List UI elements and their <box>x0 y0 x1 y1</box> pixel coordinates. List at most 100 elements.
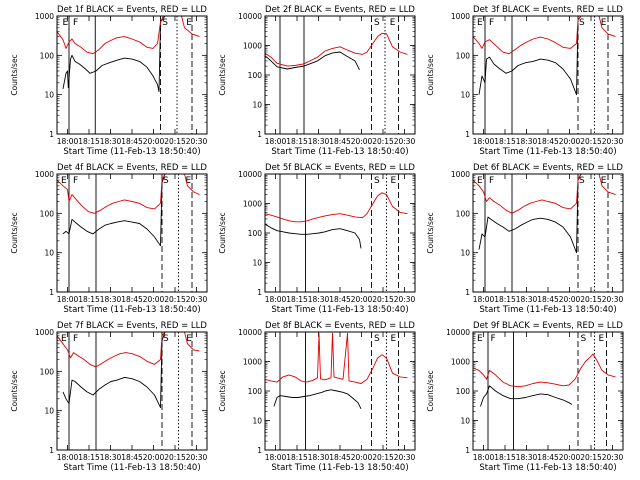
chart-8-title: Det 8f BLACK = Events, RED = LLD <box>265 321 415 331</box>
chart-8-xtick-label: 18:15 <box>286 453 308 462</box>
chart-3-xtick-label: 18:30 <box>516 137 538 146</box>
chart-3-panel: Det 3f BLACK = Events, RED = LLD Counts/s… <box>426 5 624 157</box>
chart-6-xtick-label: 20:00 <box>559 295 581 304</box>
chart-6-plot-frame <box>472 173 624 293</box>
chart-8-panel: Det 8f BLACK = Events, RED = LLD Counts/s… <box>218 321 416 473</box>
chart-1-xtick-label: 18:45 <box>121 137 143 146</box>
chart-4-plot-frame <box>56 173 208 293</box>
chart-4-title: Det 4f BLACK = Events, RED = LLD <box>57 163 207 173</box>
chart-6-xlabel: Start Time (11-Feb-13 18:50:40) <box>479 305 616 315</box>
chart-1-title: Det 1f BLACK = Events, RED = LLD <box>57 5 207 15</box>
chart-4-ytick-label: 100 <box>40 209 55 218</box>
chart-2-series-lld <box>264 32 408 67</box>
chart-7-panel: Det 7f BLACK = Events, RED = LLD Counts/s… <box>10 321 208 473</box>
chart-7-marker-letter: E <box>61 334 67 344</box>
chart-1-ylabel: Counts/sec <box>10 54 19 95</box>
chart-6-marker-letter: S <box>579 176 585 186</box>
chart-8-ytick-label: 100 <box>248 387 263 396</box>
chart-7-xtick-label: 18:00 <box>57 453 79 462</box>
chart-1-panel: Det 1f BLACK = Events, RED = LLD Counts/s… <box>10 5 208 157</box>
chart-3-xtick-label: 18:15 <box>494 137 516 146</box>
chart-5-ytick-label: 10 <box>252 259 262 268</box>
chart-4-xtick-label: 18:00 <box>57 295 79 304</box>
chart-1-xlabel: Start Time (11-Feb-13 18:50:40) <box>63 147 200 157</box>
chart-7-marker-letter: S <box>163 334 169 344</box>
chart-2-ytick-label: 10 <box>252 101 262 110</box>
chart-6-marker-letter: E <box>601 176 607 186</box>
chart-6-xtick-label: 18:45 <box>537 295 559 304</box>
chart-4-xtick-label: 20:30 <box>186 295 208 304</box>
chart-5-ytick-label: 1000 <box>243 200 262 209</box>
chart-6-xtick-label: 18:00 <box>473 295 495 304</box>
chart-6-xtick-label: 18:30 <box>516 295 538 304</box>
chart-5-xtick-label: 20:00 <box>351 295 373 304</box>
chart-2-title: Det 2f BLACK = Events, RED = LLD <box>265 5 415 15</box>
chart-2-ytick-label: 1000 <box>243 42 262 51</box>
chart-4-xtick-label: 18:15 <box>78 295 100 304</box>
chart-5-ytick-label: 1 <box>257 288 262 297</box>
chart-2-marker-letter: E <box>390 18 396 28</box>
chart-4-xtick-label: 18:45 <box>121 295 143 304</box>
chart-8-ytick-label: 1 <box>257 446 262 455</box>
chart-2-ylabel: Counts/sec <box>218 54 227 95</box>
chart-5-marker-letter: S <box>374 176 380 186</box>
chart-9-xtick-label: 20:30 <box>602 453 624 462</box>
chart-6-xtick-label: 20:30 <box>602 295 624 304</box>
chart-5-xtick-label: 18:00 <box>265 295 287 304</box>
chart-3-ytick-label: 10 <box>460 91 470 100</box>
chart-4-xtick-label: 20:00 <box>143 295 165 304</box>
chart-8-xtick-label: 20:30 <box>394 453 416 462</box>
chart-4-xtick-label: 20:15 <box>164 295 186 304</box>
chart-8-ytick-label: 10 <box>252 417 262 426</box>
chart-6-marker-letter: F <box>489 176 494 186</box>
chart-1-ytick-label: 10 <box>44 91 54 100</box>
chart-9-xtick-label: 18:45 <box>537 453 559 462</box>
chart-9-ytick-label: 10 <box>460 417 470 426</box>
chart-7-xtick-label: 18:45 <box>121 453 143 462</box>
chart-8-ytick-label: 10000 <box>238 328 262 337</box>
chart-9-marker-letter: S <box>581 334 587 344</box>
chart-9-xtick-label: 20:00 <box>559 453 581 462</box>
chart-6-ytick-label: 1 <box>465 288 470 297</box>
chart-7-series-events <box>62 331 166 409</box>
chart-9-xtick-label: 18:15 <box>494 453 516 462</box>
chart-4-marker-letter: F <box>73 176 78 186</box>
chart-9-xtick-label: 18:30 <box>516 453 538 462</box>
chart-9-plot-frame <box>472 331 624 451</box>
chart-1-xtick-label: 18:15 <box>78 137 100 146</box>
chart-5-ytick-label: 10000 <box>238 170 262 179</box>
chart-4-xlabel: Start Time (11-Feb-13 18:50:40) <box>63 305 200 315</box>
chart-9-panel: Det 9f BLACK = Events, RED = LLD Counts/s… <box>426 321 624 473</box>
chart-2-xtick-label: 18:00 <box>265 137 287 146</box>
chart-6-ytick-label: 10 <box>460 249 470 258</box>
chart-1-xtick-label: 20:30 <box>186 137 208 146</box>
chart-6-ylabel: Counts/sec <box>426 212 435 253</box>
chart-1-series-events <box>62 15 166 93</box>
chart-7-title: Det 7f BLACK = Events, RED = LLD <box>57 321 207 331</box>
chart-5-marker-letter: E <box>391 176 397 186</box>
chart-2-xtick-label: 18:45 <box>329 137 351 146</box>
chart-2-panel: Det 2f BLACK = Events, RED = LLD Counts/s… <box>218 5 416 157</box>
chart-6-panel: Det 6f BLACK = Events, RED = LLD Counts/s… <box>426 163 624 315</box>
chart-7-xtick-label: 18:30 <box>100 453 122 462</box>
chart-1-ytick-label: 1000 <box>35 12 54 21</box>
chart-2-ytick-label: 10000 <box>238 12 262 21</box>
chart-4-ytick-label: 10 <box>44 249 54 258</box>
chart-2-series-events <box>264 51 360 71</box>
chart-2-xtick-label: 18:30 <box>308 137 330 146</box>
chart-7-xtick-label: 20:30 <box>186 453 208 462</box>
chart-3-xlabel: Start Time (11-Feb-13 18:50:40) <box>479 147 616 157</box>
chart-7-ytick-label: 1 <box>49 446 54 455</box>
chart-9-ylabel: Counts/sec <box>426 370 435 411</box>
chart-1-xtick-label: 18:30 <box>100 137 122 146</box>
chart-5-ylabel: Counts/sec <box>218 212 227 253</box>
chart-2-xtick-label: 20:00 <box>351 137 373 146</box>
chart-8-ylabel: Counts/sec <box>218 370 227 411</box>
chart-7-marker-letter: E <box>186 334 192 344</box>
chart-5-title: Det 5f BLACK = Events, RED = LLD <box>265 163 415 173</box>
chart-6-title: Det 6f BLACK = Events, RED = LLD <box>473 163 623 173</box>
chart-3-ytick-label: 1000 <box>451 12 470 21</box>
chart-9-xtick-label: 18:00 <box>473 453 495 462</box>
